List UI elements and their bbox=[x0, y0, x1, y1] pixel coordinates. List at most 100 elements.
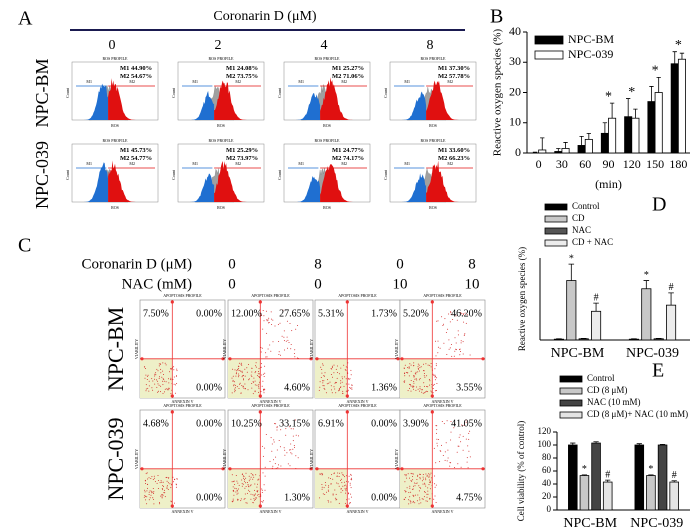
quadrant-handle bbox=[258, 504, 262, 508]
event-dot bbox=[451, 355, 453, 357]
event-dot bbox=[271, 443, 273, 445]
gate-name: M2 bbox=[226, 155, 235, 162]
event-dot bbox=[156, 368, 158, 370]
event-dot bbox=[242, 483, 244, 485]
event-dot bbox=[327, 379, 328, 381]
event-dot bbox=[410, 472, 412, 474]
event-dot bbox=[153, 498, 154, 500]
event-dot bbox=[232, 375, 234, 377]
axis-label: VIABILITY bbox=[394, 449, 399, 469]
event-dot bbox=[148, 390, 150, 392]
event-dot bbox=[445, 332, 447, 333]
event-dot bbox=[405, 474, 407, 476]
gate-label: M2 bbox=[341, 79, 347, 84]
event-dot bbox=[412, 501, 414, 503]
event-dot bbox=[170, 393, 172, 395]
event-dot bbox=[163, 379, 165, 380]
gate-percent: M2 66.23% bbox=[438, 155, 470, 162]
significance-mark: * bbox=[644, 270, 649, 281]
event-dot bbox=[275, 423, 277, 425]
event-dot bbox=[427, 493, 429, 495]
event-dot bbox=[173, 369, 175, 371]
event-dot bbox=[279, 322, 281, 324]
axis-label: Count bbox=[171, 87, 176, 98]
event-dot bbox=[462, 341, 464, 343]
event-dot bbox=[449, 465, 451, 467]
event-dot bbox=[258, 368, 260, 370]
event-dot bbox=[240, 498, 242, 500]
event-dot bbox=[244, 368, 246, 370]
histogram-red bbox=[320, 164, 362, 202]
gate-percent: M1 24.08% bbox=[226, 65, 258, 72]
event-dot bbox=[166, 389, 168, 391]
panel-label: B bbox=[490, 6, 503, 28]
event-dot bbox=[341, 472, 343, 474]
axis-label: VIABILITY bbox=[134, 449, 139, 469]
y-tick-label: 40 bbox=[542, 478, 552, 488]
plot-title: ROS PROFILE bbox=[314, 56, 340, 61]
gate-label: M1 bbox=[298, 79, 304, 84]
event-dot bbox=[462, 313, 464, 315]
axis-label: ANNEXIN V bbox=[431, 399, 453, 404]
event-dot bbox=[248, 379, 250, 381]
event-dot bbox=[321, 484, 323, 485]
event-dot bbox=[466, 461, 468, 463]
quadrant-percent: 0.00% bbox=[196, 492, 222, 503]
event-dot bbox=[156, 379, 157, 381]
event-dot bbox=[278, 351, 280, 353]
gate-name: M1 bbox=[332, 147, 341, 154]
event-dot bbox=[410, 501, 412, 503]
event-dot bbox=[442, 455, 444, 456]
event-dot bbox=[347, 389, 349, 391]
error-bar bbox=[568, 263, 575, 281]
event-dot bbox=[336, 498, 338, 500]
event-dot bbox=[241, 485, 243, 487]
event-dot bbox=[270, 311, 272, 313]
event-dot bbox=[244, 498, 246, 499]
event-dot bbox=[415, 378, 417, 380]
event-dot bbox=[435, 462, 437, 464]
event-dot bbox=[269, 460, 271, 462]
event-dot bbox=[331, 389, 332, 391]
event-dot bbox=[415, 373, 417, 375]
event-dot bbox=[322, 385, 324, 387]
event-dot bbox=[280, 429, 282, 431]
event-dot bbox=[174, 478, 176, 480]
event-dot bbox=[346, 499, 348, 501]
event-dot bbox=[234, 384, 236, 386]
event-dot bbox=[434, 390, 436, 392]
event-dot bbox=[145, 499, 147, 501]
event-dot bbox=[423, 382, 425, 384]
axis-label: Count bbox=[383, 87, 388, 98]
event-dot bbox=[469, 430, 471, 432]
event-dot bbox=[293, 353, 295, 354]
bar bbox=[538, 149, 547, 154]
event-dot bbox=[147, 374, 149, 376]
quadrant-percent: 1.30% bbox=[284, 492, 310, 503]
event-dot bbox=[148, 385, 150, 387]
event-dot bbox=[254, 493, 256, 495]
event-dot bbox=[268, 317, 270, 319]
x-tick-label: 120 bbox=[623, 157, 641, 171]
event-dot bbox=[158, 365, 160, 367]
event-dot bbox=[418, 490, 420, 492]
event-dot bbox=[297, 325, 298, 326]
quadrant-percent: 5.31% bbox=[318, 308, 344, 319]
percent-value: 25.29% bbox=[237, 147, 258, 154]
event-dot bbox=[264, 475, 266, 477]
quadrant-handle bbox=[430, 504, 434, 508]
error-bar bbox=[636, 443, 642, 445]
event-dot bbox=[150, 494, 152, 496]
event-dot bbox=[261, 488, 263, 490]
event-dot bbox=[234, 390, 236, 391]
event-dot bbox=[418, 364, 420, 366]
event-dot bbox=[413, 386, 415, 387]
row-label: NPC-039 bbox=[32, 141, 52, 209]
event-dot bbox=[330, 374, 332, 375]
event-dot bbox=[249, 491, 251, 493]
event-dot bbox=[254, 483, 256, 485]
gate-label: M2 bbox=[235, 79, 241, 84]
event-dot bbox=[277, 467, 279, 469]
event-dot bbox=[248, 489, 250, 491]
event-dot bbox=[345, 366, 347, 368]
